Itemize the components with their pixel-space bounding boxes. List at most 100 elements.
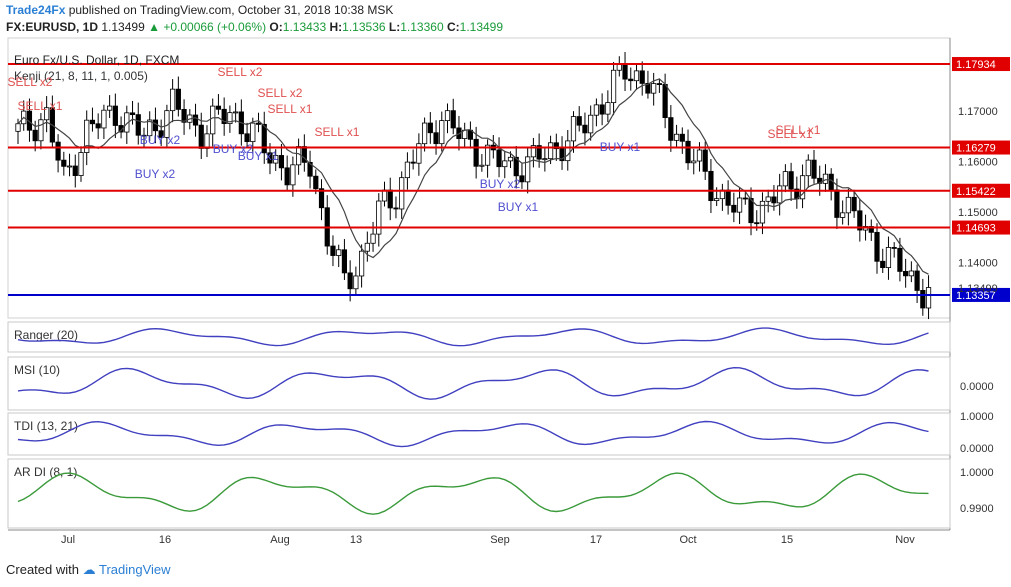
candle [748,198,754,224]
candle [347,272,353,290]
candle [61,159,67,167]
candle [78,152,84,176]
last-price-label: 1.13499 [958,283,998,295]
candle [662,83,668,119]
candle [845,196,851,214]
indicator-line [17,366,929,400]
candle [95,123,101,129]
x-axis-label: Jul [61,534,75,546]
candle [416,143,422,164]
candle [496,149,502,168]
level-label-bg [952,57,1010,72]
indicator-line [17,327,929,347]
candle [742,197,748,200]
candle [158,130,164,138]
candle [233,111,239,114]
indicator-line [17,420,929,448]
candle [708,170,714,202]
candle [330,245,336,256]
sell-signal: SELL x1 [18,99,63,113]
candles-group [15,52,932,320]
candle [38,119,44,142]
candle [691,160,697,164]
candle [479,164,485,167]
candle [799,175,806,200]
candle [891,247,897,249]
candle [387,189,393,209]
candle [32,129,38,142]
candle [582,124,588,134]
candle [593,104,599,116]
level-label: 1.15422 [956,186,996,198]
candle [55,141,61,161]
candle [777,185,783,204]
candle [880,260,886,268]
sell-signal: SELL x2 [8,75,53,89]
candle [702,149,708,172]
candle [359,250,365,277]
candle [536,145,542,160]
candle [152,119,159,132]
candle [89,119,96,125]
x-axis-label: 13 [350,534,362,546]
indicator-panel-label: TDI (13, 21) [14,419,78,433]
indicator-panel [7,458,951,529]
indicator-panel-label: AR DI (8, 1) [14,465,77,479]
candle [519,175,525,183]
buy-signal: BUY x2 [135,167,176,181]
candle [44,107,50,121]
candle [696,149,703,162]
footer: Created with ☁ TradingView [6,562,171,578]
sell-signal: SELL x2 [258,86,303,100]
candle [782,171,788,187]
candle [651,83,657,94]
candle [633,70,640,82]
candle [141,134,147,137]
sell-signal: SELL x1 [268,102,313,116]
indicator-tick-label: 1.0000 [960,467,994,479]
open-value: 1.13433 [282,20,327,34]
indicator-panel [7,412,951,456]
open-label: O: [269,20,283,34]
candle [822,173,829,184]
candle [393,207,399,210]
candle [874,231,880,262]
x-axis-label: Oct [679,534,696,546]
candle [72,165,78,176]
candle [290,164,296,186]
brand-label: Trade24Fx [6,3,66,17]
buy-signal: BUY x2 [480,177,521,191]
candle [427,122,433,134]
indicator-panel [7,321,951,353]
candle [336,249,342,256]
candle [267,152,273,164]
candle [513,156,519,177]
candle [759,200,766,224]
candle [570,116,577,142]
indicator-panel-label: Ranger (20) [14,328,78,342]
sell-signal: SELL x1 [776,123,821,137]
candle [370,233,376,244]
candle [547,142,554,160]
candle [897,247,903,272]
candle [685,140,691,164]
candle [925,287,932,309]
candle [605,102,611,115]
candle [914,270,920,291]
candle [628,78,634,82]
candle [908,270,914,277]
candle [771,196,777,204]
indicator-tick-label: 0.0000 [960,443,994,455]
sell-signal: SELL x1 [315,125,360,139]
close-label: C: [446,20,460,34]
level-label: 1.17934 [956,59,996,71]
y-tick-label: 1.16000 [958,157,998,169]
candle [296,146,302,166]
tradingview-link[interactable]: TradingView [99,562,171,577]
x-axis-label: 17 [590,534,602,546]
kenji-line [17,78,929,275]
candle [885,247,892,268]
candle [175,88,181,110]
candle [341,249,348,274]
